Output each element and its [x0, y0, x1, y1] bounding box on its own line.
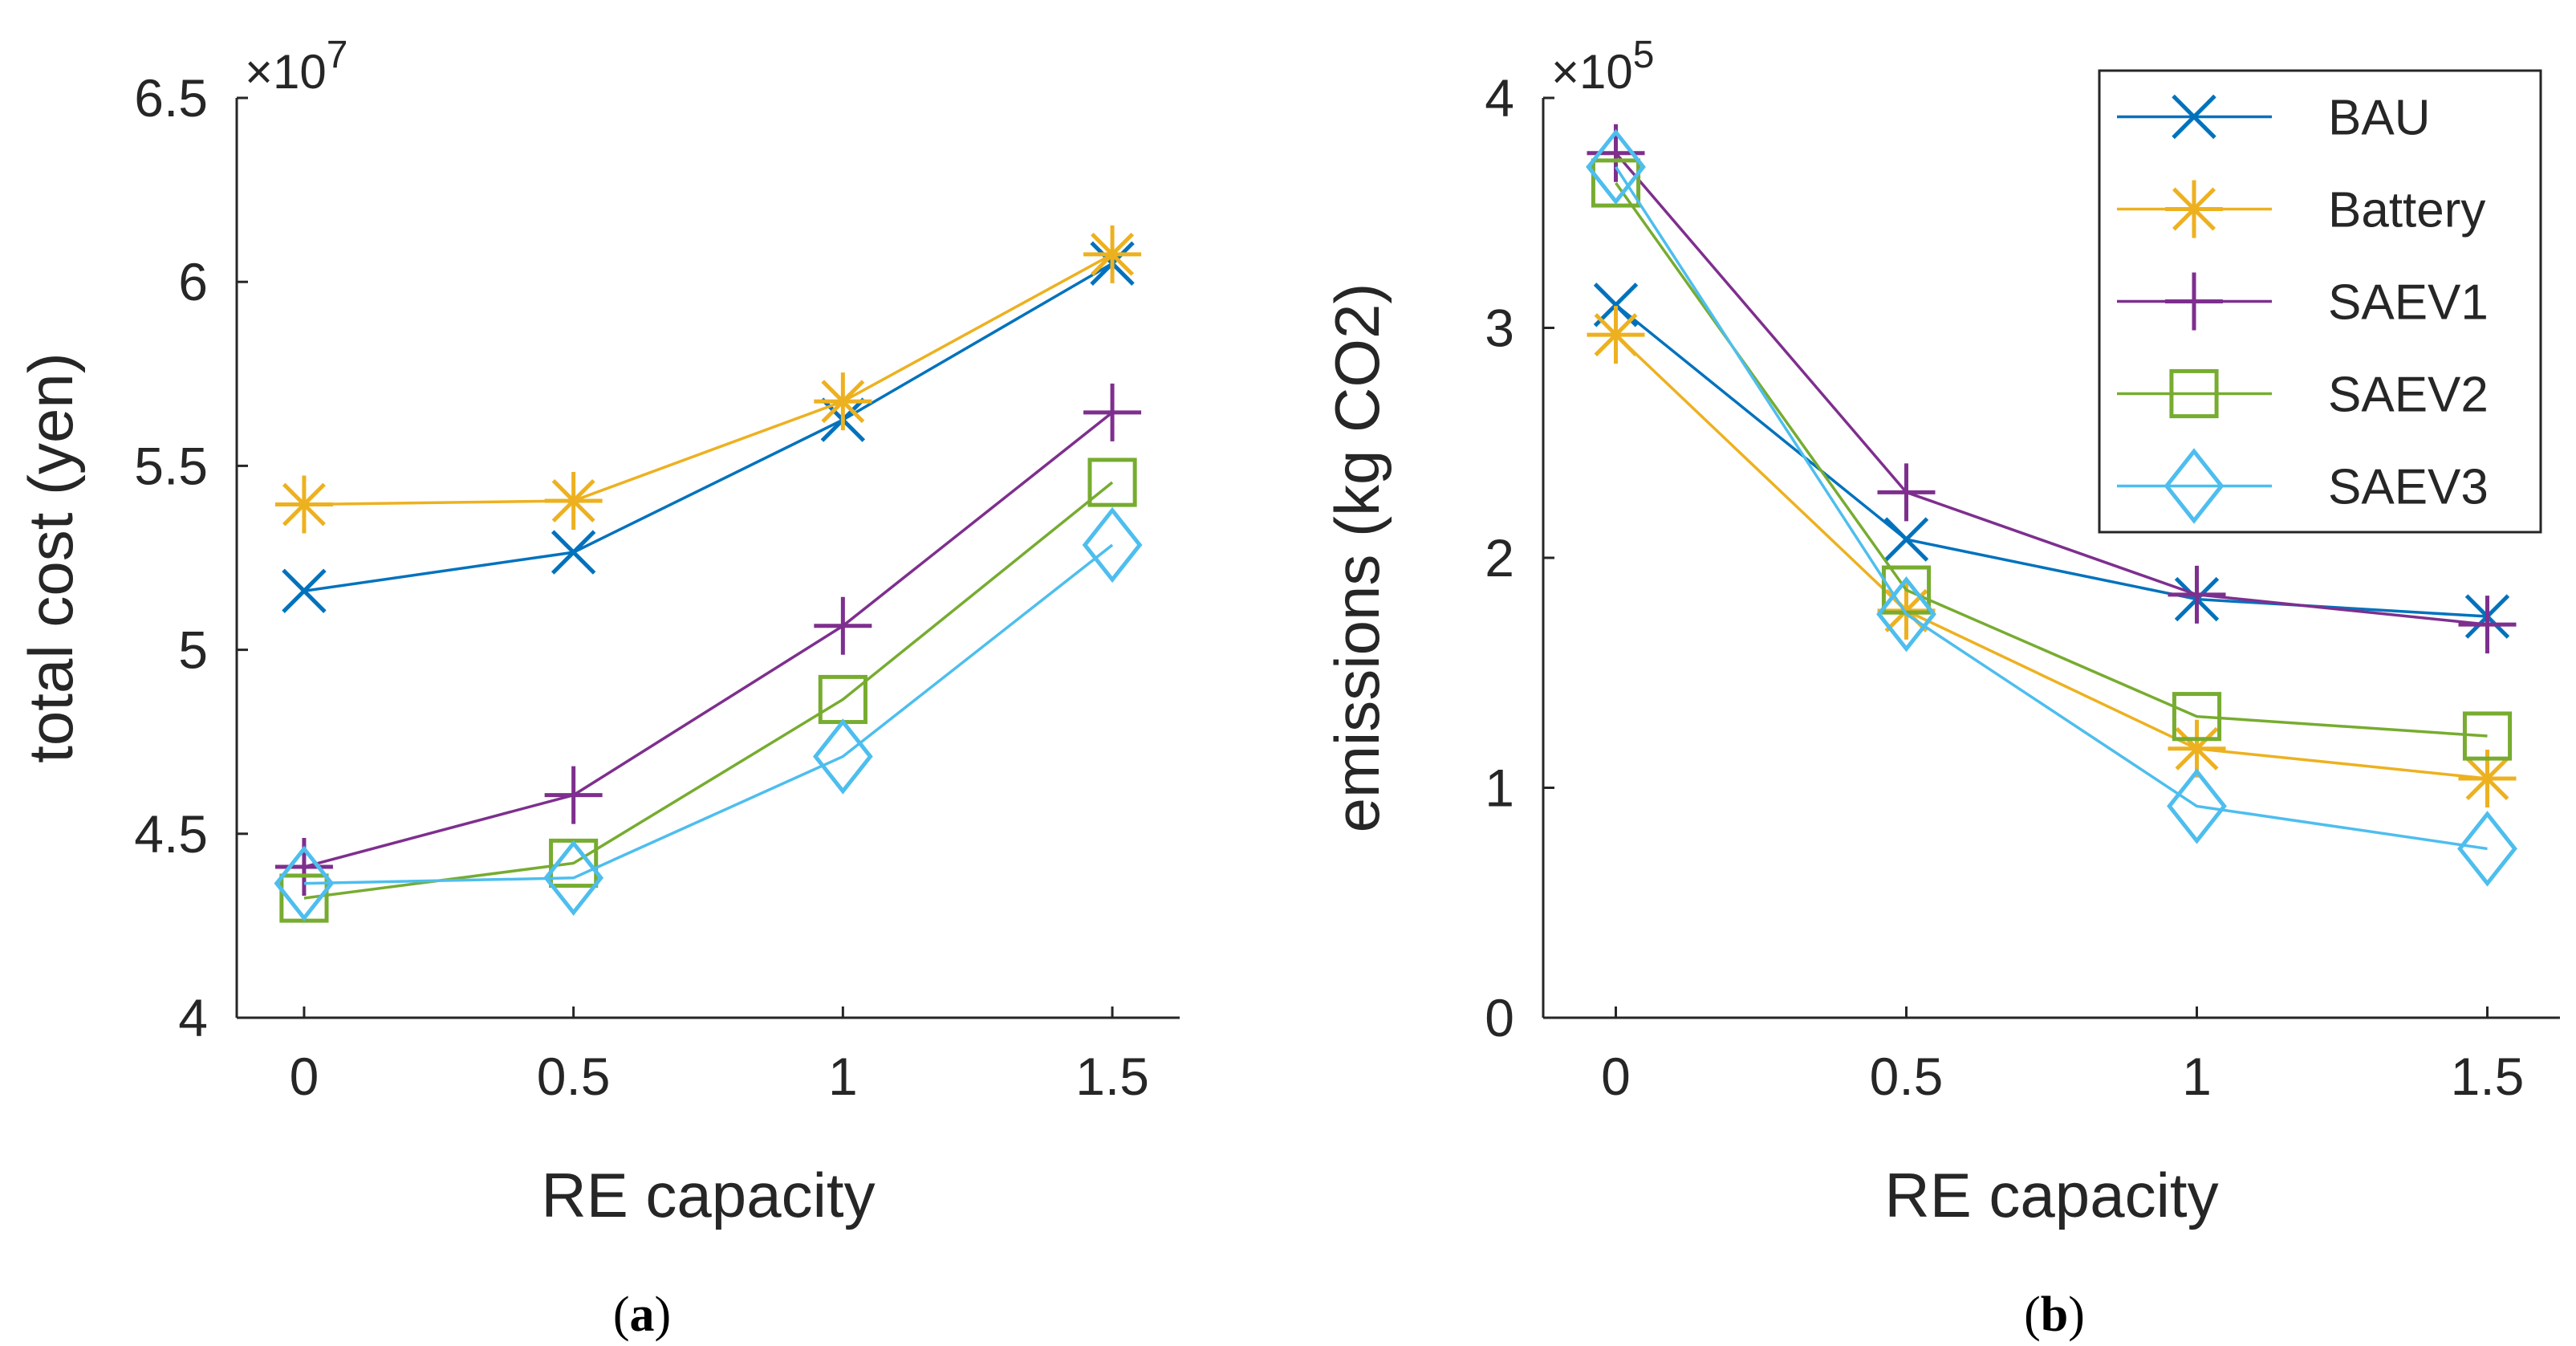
legend: BAU Battery SAEV1 SAEV2 SAEV3 — [2098, 69, 2542, 534]
data-point — [1586, 128, 1646, 205]
series-line — [303, 543, 1114, 885]
series-saev3 — [274, 506, 1143, 921]
y-tick-label: 0 — [1485, 988, 1514, 1047]
data-point — [282, 568, 327, 613]
y-tick-label: 6 — [178, 252, 208, 311]
y-tick-label: 4.5 — [134, 804, 208, 864]
series-line — [303, 262, 1113, 592]
y-axis-label: total cost (yen) — [15, 352, 86, 763]
x-tick-label: 0 — [1601, 1047, 1631, 1106]
x-tick-label: 0.5 — [1870, 1047, 1944, 1106]
legend-marker — [2165, 180, 2223, 238]
series-saev2 — [1591, 158, 2513, 761]
x-tick-label: 1.5 — [2451, 1047, 2525, 1106]
data-point — [1883, 517, 1929, 562]
x-axis-label: RE capacity — [1884, 1160, 2218, 1230]
legend-marker — [2172, 94, 2216, 140]
legend-label: Battery — [2328, 183, 2485, 238]
x-tick-label: 1 — [2182, 1047, 2212, 1106]
y-axis-label: emissions (kg CO2) — [1322, 283, 1392, 833]
series-line — [1615, 181, 2488, 738]
data-point — [2458, 596, 2517, 654]
series-saev1 — [274, 383, 1142, 897]
data-point — [812, 718, 873, 795]
series-line — [303, 411, 1114, 868]
legend-item-battery: Battery — [2117, 180, 2485, 238]
legend-label: SAEV3 — [2328, 460, 2489, 515]
data-point — [814, 596, 872, 655]
y-tick-label: 4 — [1485, 68, 1514, 128]
data-point — [1876, 575, 1936, 653]
series-line — [1615, 333, 2488, 780]
series-saev1 — [1587, 124, 2517, 654]
series-saev3 — [1586, 128, 2517, 887]
data-point — [544, 766, 603, 824]
y-tick-label: 2 — [1485, 528, 1514, 588]
data-point — [2457, 811, 2517, 887]
legend-item-saev1: SAEV1 — [2117, 272, 2489, 331]
panel-caption: (b) — [2024, 1287, 2085, 1342]
data-point — [1082, 506, 1143, 584]
legend-marker — [2165, 272, 2223, 331]
panel-b-chart: 0 1 2 3 4 0 0.5 1 1.5 ×105 RE capacity emissions (k… — [1322, 34, 2560, 1342]
x-tick-label: 1 — [828, 1047, 858, 1106]
legend-label: SAEV2 — [2328, 368, 2489, 423]
y-tick-label: 3 — [1485, 299, 1514, 358]
series-line — [1615, 165, 2488, 851]
x-tick-label: 0.5 — [537, 1047, 611, 1106]
exponent-power: 7 — [327, 34, 348, 76]
data-point — [1591, 158, 1641, 208]
series-line — [303, 253, 1113, 506]
y-tick-label: 1 — [1485, 758, 1514, 818]
data-point — [1083, 383, 1142, 441]
series-battery — [274, 225, 1142, 534]
data-point — [2168, 565, 2226, 624]
panel-caption: (a) — [613, 1287, 671, 1342]
legend-marker — [2169, 368, 2219, 419]
data-point — [2462, 711, 2513, 761]
legend-item-bau: BAU — [2117, 91, 2430, 146]
data-point — [1877, 463, 1936, 522]
series-line — [1615, 303, 2488, 618]
legend-marker — [2164, 448, 2225, 524]
exponent-base: ×10 — [245, 45, 327, 99]
data-point — [814, 372, 872, 431]
data-point — [2168, 719, 2226, 778]
legend-item-saev2: SAEV2 — [2117, 368, 2489, 423]
x-tick-label: 1.5 — [1075, 1047, 1149, 1106]
data-point — [543, 840, 604, 917]
x-tick-label: 0 — [290, 1047, 319, 1106]
series-line — [1615, 152, 2488, 626]
y-tick-label: 4 — [178, 988, 208, 1047]
data-point — [1587, 306, 1645, 364]
caption-letter: b — [2041, 1287, 2068, 1342]
legend-label: BAU — [2328, 91, 2430, 146]
legend-label: SAEV1 — [2328, 275, 2489, 331]
data-point — [274, 475, 333, 534]
y-axis-exponent: ×105 — [1551, 34, 1654, 99]
data-point — [551, 530, 596, 575]
data-point — [544, 471, 603, 530]
y-axis-exponent: ×107 — [245, 34, 347, 99]
panel-a-chart: 4 4.5 5 5.5 6 6.5 0 0.5 1 1.5 ×107 RE capacity total… — [15, 34, 1180, 1342]
exponent-power: 5 — [1633, 34, 1655, 76]
series-bau — [282, 241, 1135, 613]
data-point — [1087, 457, 1137, 507]
y-tick-label: 5 — [178, 620, 208, 680]
caption-letter: a — [630, 1287, 655, 1342]
x-axis-label: RE capacity — [541, 1160, 875, 1230]
y-tick-label: 5.5 — [134, 436, 208, 495]
data-point — [274, 845, 335, 921]
data-point — [2172, 692, 2222, 742]
y-tick-label: 6.5 — [134, 68, 208, 128]
series-saev2 — [279, 457, 1137, 923]
legend-item-saev3: SAEV3 — [2117, 448, 2489, 524]
exponent-base: ×10 — [1551, 45, 1633, 99]
data-point — [1083, 225, 1142, 283]
data-point — [2167, 768, 2227, 844]
